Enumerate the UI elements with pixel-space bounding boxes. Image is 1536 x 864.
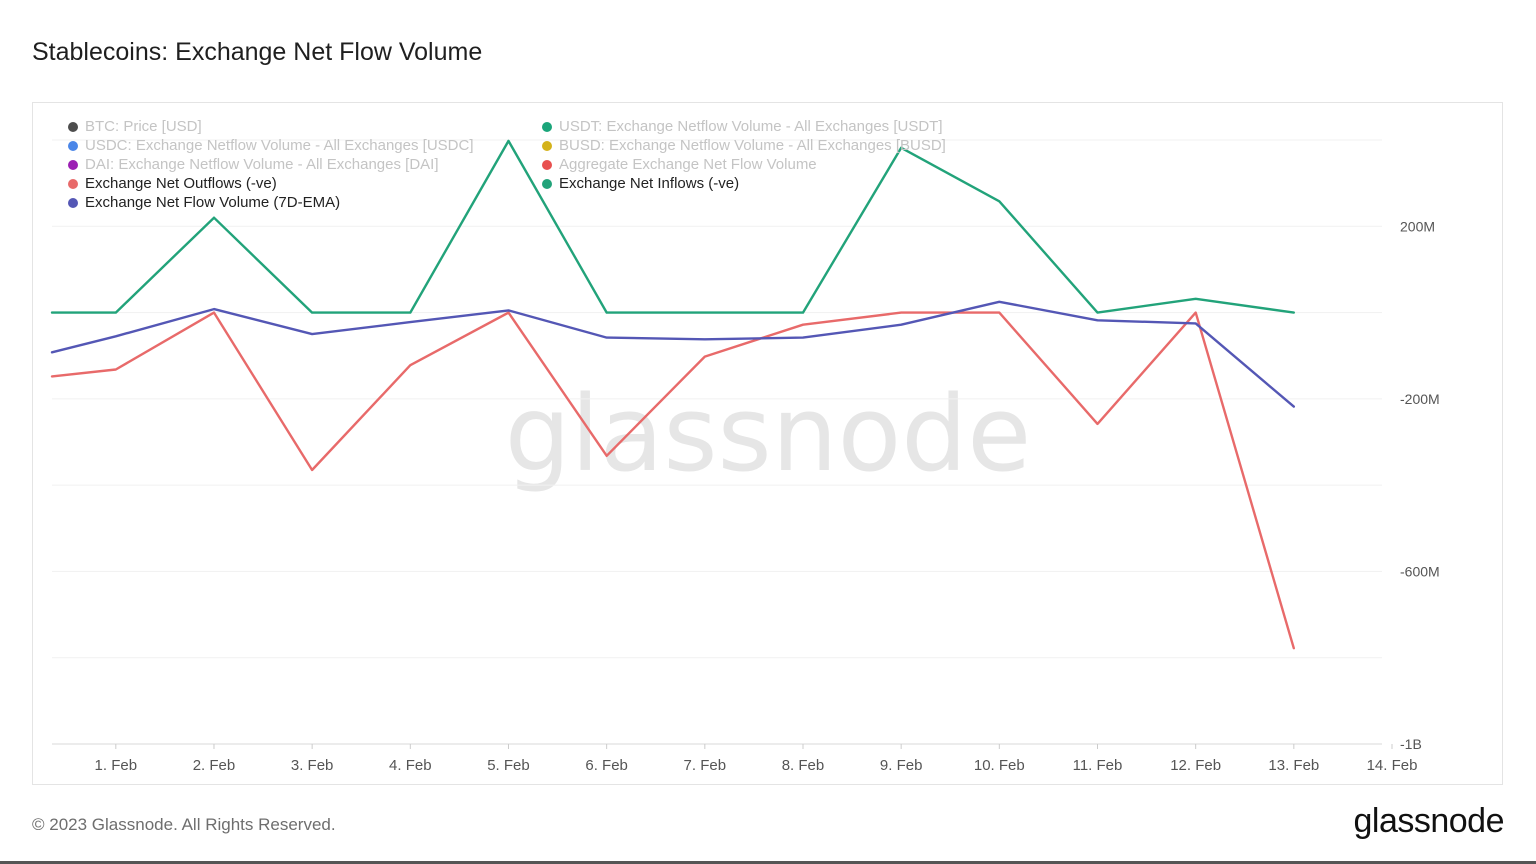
x-tick-label: 12. Feb bbox=[1170, 757, 1221, 774]
x-tick-label: 1. Feb bbox=[95, 757, 138, 774]
series-group bbox=[50, 139, 1296, 650]
legend-item[interactable]: USDT: Exchange Netflow Volume - All Exch… bbox=[542, 117, 1008, 136]
chart-panel bbox=[32, 102, 1503, 785]
x-tick-label: 14. Feb bbox=[1367, 757, 1418, 774]
legend-label: Exchange Net Flow Volume (7D-EMA) bbox=[85, 194, 341, 211]
legend-label: Exchange Net Outflows (-ve) bbox=[85, 175, 277, 192]
x-axis: 1. Feb 2. Feb 3. Feb 4. Feb 5. Feb 6. Feb 7. F… bbox=[95, 744, 1418, 774]
y-tick-label: 200M bbox=[1400, 218, 1435, 234]
x-tick-label: 10. Feb bbox=[974, 757, 1025, 774]
legend-marker-icon bbox=[542, 140, 552, 151]
legend-item[interactable]: Exchange Net Flow Volume (7D-EMA) bbox=[68, 193, 542, 212]
chart-legend: BTC: Price [USD] USDT: Exchange Netflow V… bbox=[68, 117, 1008, 212]
legend-item[interactable]: BUSD: Exchange Netflow Volume - All Exch… bbox=[542, 136, 1008, 155]
x-tick-label: 6. Feb bbox=[585, 757, 628, 774]
legend-marker-icon bbox=[68, 140, 78, 151]
x-tick-label: 3. Feb bbox=[291, 757, 334, 774]
legend-marker-icon bbox=[68, 159, 78, 170]
x-tick-label: 2. Feb bbox=[193, 757, 236, 774]
y-tick-label: -200M bbox=[1400, 391, 1440, 407]
series-line-exchange-net-flow-volume-7d-ema[interactable] bbox=[50, 300, 1296, 408]
legend-label: USDC: Exchange Netflow Volume - All Exch… bbox=[85, 137, 474, 154]
legend-marker-icon bbox=[68, 197, 78, 208]
x-tick-label: 13. Feb bbox=[1268, 757, 1319, 774]
legend-label: USDT: Exchange Netflow Volume - All Exch… bbox=[559, 118, 943, 135]
legend-label: Aggregate Exchange Net Flow Volume bbox=[559, 156, 817, 173]
series-line-exchange-net-outflows-ve[interactable] bbox=[50, 311, 1296, 650]
x-tick-label: 5. Feb bbox=[487, 757, 530, 774]
glassnode-logo: glassnode bbox=[1353, 802, 1504, 840]
legend-item[interactable]: Exchange Net Inflows (-ve) bbox=[542, 174, 1008, 193]
legend-item[interactable]: USDC: Exchange Netflow Volume - All Exch… bbox=[68, 136, 542, 155]
y-tick-label: -600M bbox=[1400, 563, 1440, 579]
watermark-text: glassnode bbox=[505, 373, 1032, 495]
legend-marker-icon bbox=[68, 121, 78, 132]
legend-label: DAI: Exchange Netflow Volume - All Excha… bbox=[85, 156, 439, 173]
y-axis: 200M -200M -600M -1B bbox=[1400, 218, 1440, 752]
y-tick-label: -1B bbox=[1400, 736, 1422, 752]
legend-label: BTC: Price [USD] bbox=[85, 118, 202, 135]
bottom-divider bbox=[0, 861, 1536, 864]
legend-item[interactable]: Aggregate Exchange Net Flow Volume bbox=[542, 155, 1008, 174]
x-tick-label: 8. Feb bbox=[782, 757, 825, 774]
chart-title: Stablecoins: Exchange Net Flow Volume bbox=[32, 38, 483, 66]
series-line-exchange-net-inflows-ve[interactable] bbox=[50, 139, 1296, 314]
legend-marker-icon bbox=[542, 178, 552, 189]
legend-marker-icon bbox=[542, 121, 552, 132]
x-tick-label: 11. Feb bbox=[1073, 757, 1123, 774]
legend-item[interactable]: BTC: Price [USD] bbox=[68, 117, 542, 136]
x-tick-label: 4. Feb bbox=[389, 757, 432, 774]
copyright-text: © 2023 Glassnode. All Rights Reserved. bbox=[32, 815, 336, 834]
legend-marker-icon bbox=[542, 159, 552, 170]
legend-item[interactable]: Exchange Net Outflows (-ve) bbox=[68, 174, 542, 193]
x-tick-label: 9. Feb bbox=[880, 757, 923, 774]
legend-item[interactable]: DAI: Exchange Netflow Volume - All Excha… bbox=[68, 155, 542, 174]
x-tick-label: 7. Feb bbox=[684, 757, 727, 774]
legend-marker-icon bbox=[68, 178, 78, 189]
legend-label: BUSD: Exchange Netflow Volume - All Exch… bbox=[559, 137, 946, 154]
legend-label: Exchange Net Inflows (-ve) bbox=[559, 175, 740, 192]
